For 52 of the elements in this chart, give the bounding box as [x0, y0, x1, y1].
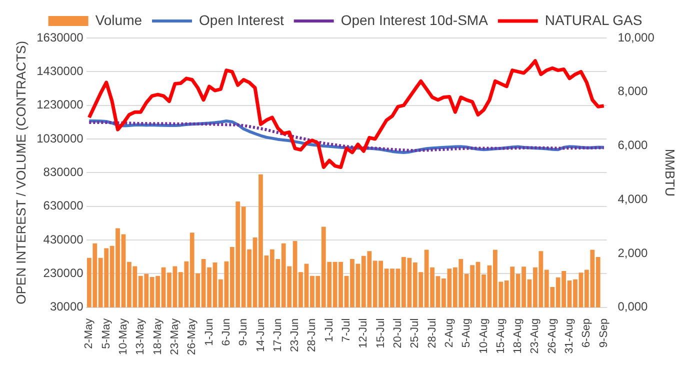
y-tick-label: 630000	[43, 198, 84, 213]
y2-tick-label: 6,000	[618, 138, 648, 152]
x-tick-label: 9-Jun	[238, 318, 250, 346]
x-tick-label: 26-May	[186, 318, 198, 356]
legend-label: Open Interest 10d-SMA	[340, 12, 489, 28]
x-tick-label: 25-Jul	[409, 318, 422, 348]
y2-tick-label: 8,000	[618, 84, 648, 98]
x-tick-label: 28-Jun	[306, 318, 318, 352]
y2-tick-label: 10,000	[618, 30, 655, 44]
legend-label: Open Interest	[199, 12, 284, 28]
y-axis-title: OPEN INTEREST / VOLUME (CONTRACTS)	[13, 40, 28, 304]
legend-label: NATURAL GAS	[544, 12, 642, 28]
legend-label: Volume	[95, 12, 142, 28]
x-tick-label: 14-Jun	[254, 318, 267, 352]
y-tick-label: 30000	[50, 300, 84, 314]
y2-axis-title: MMBTU	[662, 148, 678, 196]
x-tick-label: 1-Jun	[203, 318, 216, 346]
x-tick-label: 13-May	[134, 318, 147, 356]
x-tick-label: 28-Jul	[426, 318, 438, 348]
x-tick-label: 10-May	[118, 318, 130, 356]
y-tick-label: 230000	[43, 266, 84, 280]
x-tick-label: 10-Aug	[478, 318, 490, 354]
x-tick-label: 6-Sep	[580, 318, 593, 348]
x-tick-label: 6-Jun	[220, 318, 232, 346]
x-tick-label: 18-May	[152, 318, 164, 356]
x-tick-label: 7-Jul	[340, 318, 353, 342]
x-tick-label: 2-Aug	[443, 318, 456, 348]
x-tick-label: 23-Aug	[529, 318, 542, 354]
x-tick-label: 23-Jun	[289, 318, 302, 352]
x-tick-label: 26-Aug	[546, 318, 558, 354]
x-tick-label: 17-Jun	[272, 318, 284, 352]
y-tick-label: 1430000	[36, 64, 84, 78]
x-tick-label: 15-Jul	[374, 318, 387, 348]
x-tick-label: 15-Aug	[494, 318, 507, 354]
x-tick-label: 18-Aug	[512, 318, 524, 354]
x-tick-label: 31-Aug	[564, 318, 576, 354]
x-tick-label: 20-Jul	[392, 318, 404, 348]
y2-tick-label: 2,000	[618, 246, 648, 260]
x-tick-label: 1-Jul	[323, 318, 336, 342]
y-tick-label: 1230000	[36, 98, 84, 112]
y2-tick-label: 0,000	[618, 300, 648, 314]
x-tick-label: 2-May	[83, 318, 96, 349]
x-tick-label: 12-Jul	[358, 318, 370, 348]
x-tick-label: 5-May	[100, 318, 112, 349]
y-tick-label: 830000	[43, 164, 84, 179]
x-tick-label: 5-Aug	[460, 318, 473, 348]
x-tick-label: 23-May	[168, 318, 181, 356]
x-tick-label: 9-Sep	[598, 318, 610, 348]
y-tick-label: 1630000	[36, 30, 84, 44]
y2-tick-label: 4,000	[618, 192, 648, 206]
y-tick-label: 430000	[43, 232, 84, 246]
y-tick-label: 1030000	[36, 131, 84, 146]
